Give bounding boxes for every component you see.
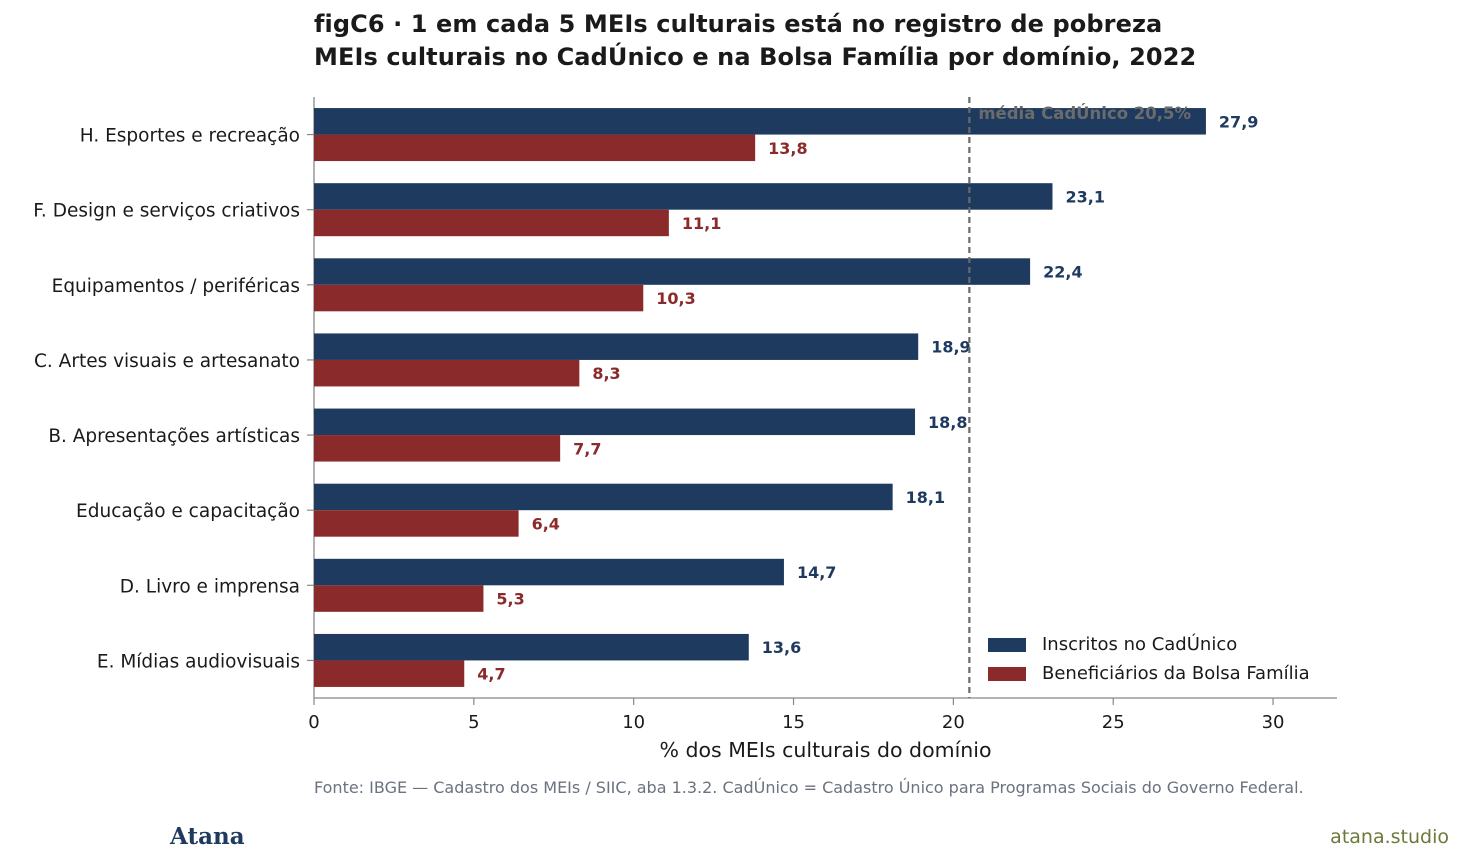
bar-bolsa <box>314 510 519 537</box>
bar-bolsa <box>314 585 484 612</box>
y-tick-label: H. Esportes e recreação <box>80 126 300 147</box>
data-label-cadunico: 18,8 <box>928 413 967 432</box>
x-tick-label: 5 <box>468 712 479 733</box>
data-label-bolsa: 10,3 <box>656 289 695 308</box>
data-label-cadunico: 22,4 <box>1043 263 1082 282</box>
y-tick-label: C. Artes visuais e artesanato <box>34 351 300 372</box>
y-tick-label: Educação e capacitação <box>76 501 300 522</box>
x-tick-label: 25 <box>1102 712 1125 733</box>
legend-swatch-cadunico <box>988 637 1026 652</box>
bar-cadunico <box>314 333 919 360</box>
bar-bolsa <box>314 435 561 462</box>
x-tick-label: 15 <box>782 712 805 733</box>
chart-title: figC6 · 1 em cada 5 MEIs culturais está … <box>314 10 1163 38</box>
legend: Inscritos no CadÚnico Beneficiários da B… <box>988 630 1310 688</box>
data-label-bolsa: 4,7 <box>477 665 505 684</box>
x-tick-label: 20 <box>942 712 965 733</box>
bar-cadunico <box>314 108 1206 135</box>
bar-bolsa <box>314 134 756 162</box>
data-label-cadunico: 18,9 <box>931 338 970 357</box>
y-tick-label: D. Livro e imprensa <box>120 576 300 597</box>
data-label-cadunico: 13,6 <box>762 638 801 657</box>
y-tick-label: F. Design e serviços criativos <box>33 201 300 222</box>
chart-subtitle: MEIs culturais no CadÚnico e na Bolsa Fa… <box>314 43 1197 71</box>
y-tick-label: E. Mídias audiovisuais <box>97 651 300 672</box>
data-label-bolsa: 6,4 <box>532 514 560 533</box>
bar-bolsa <box>314 359 580 387</box>
reference-line-label: média CadÚnico 20,5% <box>978 104 1191 123</box>
bar-cadunico <box>314 633 749 661</box>
data-label-cadunico: 23,1 <box>1065 187 1104 206</box>
y-tick-label: B. Apresentações artísticas <box>48 426 300 447</box>
data-label-cadunico: 14,7 <box>797 563 836 582</box>
legend-label-cadunico: Inscritos no CadÚnico <box>1042 634 1238 655</box>
data-label-cadunico: 27,9 <box>1219 112 1258 131</box>
data-label-cadunico: 18,1 <box>906 488 945 507</box>
bar-cadunico <box>314 408 916 436</box>
data-label-bolsa: 13,8 <box>768 139 807 158</box>
bar-cadunico <box>314 258 1031 285</box>
bar-bolsa <box>314 660 465 687</box>
x-tick-label: 0 <box>308 712 319 733</box>
data-label-bolsa: 7,7 <box>573 439 601 458</box>
x-tick-label: 10 <box>622 712 645 733</box>
x-tick-label: 30 <box>1262 712 1285 733</box>
legend-label-bolsa: Beneficiários da Bolsa Família <box>1042 663 1310 684</box>
bar-bolsa <box>314 284 644 312</box>
y-tick-label: Equipamentos / periféricas <box>52 276 300 297</box>
brand-url: atana.studio <box>1330 826 1449 848</box>
brand-logo: Atana <box>170 823 245 850</box>
bar-cadunico <box>314 558 784 586</box>
legend-swatch-bolsa <box>988 666 1026 681</box>
x-axis-label: % dos MEIs culturais do domínio <box>659 738 991 762</box>
bar-cadunico <box>314 483 893 511</box>
legend-item-bolsa: Beneficiários da Bolsa Família <box>988 659 1310 688</box>
legend-item-cadunico: Inscritos no CadÚnico <box>988 630 1310 659</box>
data-label-bolsa: 11,1 <box>682 214 721 233</box>
bar-bolsa <box>314 209 669 237</box>
source-note: Fonte: IBGE — Cadastro dos MEIs / SIIC, … <box>314 778 1304 797</box>
data-label-bolsa: 5,3 <box>496 590 524 609</box>
data-label-bolsa: 8,3 <box>592 364 620 383</box>
bar-cadunico <box>314 183 1053 210</box>
